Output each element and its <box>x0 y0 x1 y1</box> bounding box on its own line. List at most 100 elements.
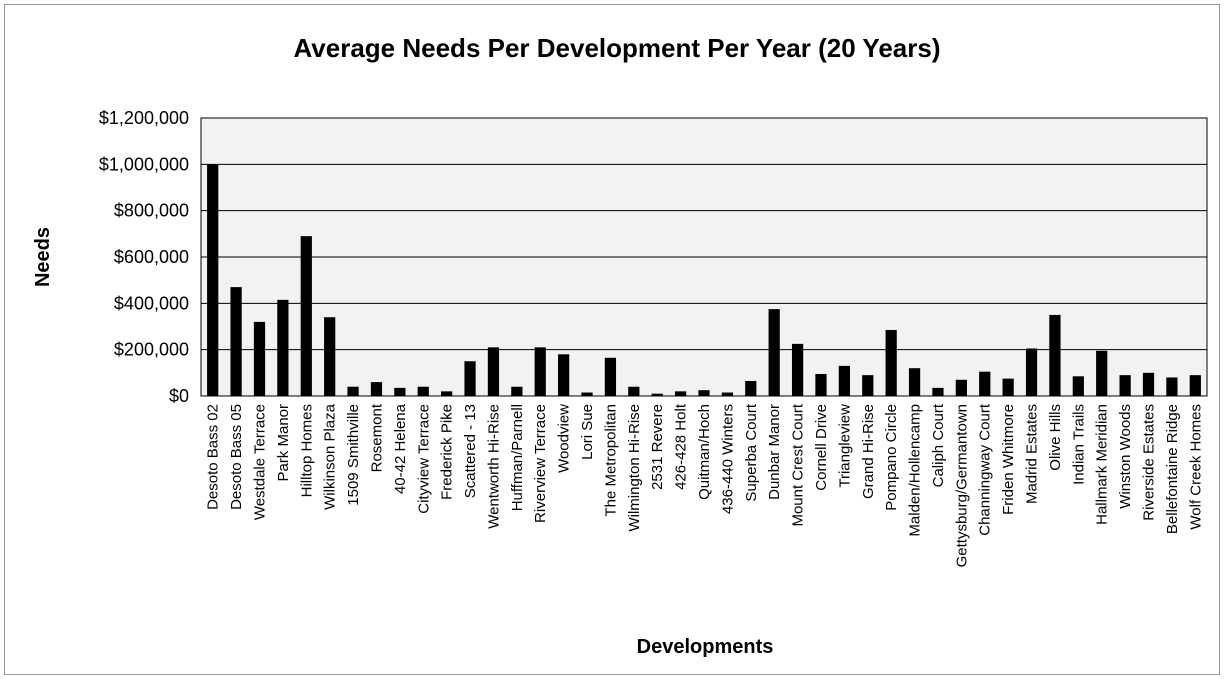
bar <box>1189 375 1201 396</box>
bar <box>768 309 780 396</box>
x-tick-label: 1509 Smithville <box>345 404 362 506</box>
bar <box>370 382 383 396</box>
bar <box>347 386 359 396</box>
x-tick-label: Westdale Terrace <box>251 404 268 520</box>
x-tick-label: Frederick Pike <box>439 404 456 500</box>
bar <box>511 386 523 396</box>
x-tick-label: Scattered - 13 <box>462 404 479 498</box>
x-tick-label: Wilmington Hi-Rise <box>626 404 643 532</box>
bar <box>324 317 336 396</box>
x-tick-label: Woodview <box>556 404 573 473</box>
chart-title: Average Needs Per Development Per Year (… <box>293 33 940 63</box>
y-tick-label: $0 <box>169 386 189 406</box>
bar <box>815 373 827 396</box>
x-tick-label: Cityview Terrace <box>415 404 432 514</box>
bar-chart: Average Needs Per Development Per Year (… <box>32 33 1208 658</box>
x-tick-label: Cornell Drive <box>813 404 830 491</box>
bar <box>791 343 804 396</box>
x-tick-label: Triangleview <box>836 404 853 488</box>
gridlines <box>201 163 1207 351</box>
bar <box>698 390 710 396</box>
x-tick-label: Dunbar Manor <box>766 404 783 500</box>
bar <box>253 321 266 396</box>
bar <box>628 386 640 396</box>
x-tick-label: Pompano Circle <box>883 404 900 511</box>
y-tick-label: $600,000 <box>114 247 189 267</box>
y-tick-label: $400,000 <box>114 293 189 313</box>
bar <box>300 236 312 396</box>
x-tick-label: Gettysburg/Germantown <box>953 404 970 567</box>
x-tick-label: Channingway Court <box>977 403 994 536</box>
x-tick-label: Lori Sue <box>579 404 596 460</box>
y-axis-label: Needs <box>32 227 54 287</box>
y-tick-label: $200,000 <box>114 340 189 360</box>
bar <box>1072 376 1084 396</box>
bar <box>674 391 687 396</box>
bar <box>581 392 593 396</box>
x-tick-label: Quitman/Hoch <box>696 404 713 500</box>
x-tick-label: 426-428 Holt <box>673 403 690 490</box>
x-axis-ticks: Desoto Bass 02 Desoto Bass 05 Westdale Ter… <box>205 403 1205 567</box>
x-tick-label: Indian Trails <box>1070 404 1087 485</box>
bars <box>207 164 1201 396</box>
bar <box>1002 378 1014 396</box>
bar <box>1025 348 1038 396</box>
bar <box>908 368 921 396</box>
x-tick-label: Wolf Creek Homes <box>1187 404 1204 530</box>
x-tick-label: Friden Whitmore <box>1000 404 1017 515</box>
x-tick-label: Desoto Bass 05 <box>228 404 245 510</box>
y-axis-ticks: $0 $200,000 $400,000 $600,000 $800,000 $1,000… <box>99 108 189 406</box>
bar <box>1119 375 1131 396</box>
x-tick-label: Rosemont <box>368 403 385 472</box>
x-tick-label: Malden/Hollencamp <box>907 404 924 537</box>
bar <box>534 347 546 396</box>
bar <box>441 391 453 396</box>
bar <box>651 393 663 396</box>
bar <box>1049 314 1061 396</box>
bar <box>1166 377 1178 396</box>
bar <box>1096 350 1108 396</box>
x-tick-label: Hilltop Homes <box>298 404 315 497</box>
bar <box>277 299 289 396</box>
bar <box>604 357 617 396</box>
bar <box>487 347 500 396</box>
bar <box>721 392 734 396</box>
bar <box>464 361 476 396</box>
x-tick-label: Park Manor <box>275 404 292 482</box>
bar <box>745 380 757 396</box>
bar <box>1142 372 1155 396</box>
x-tick-label: Superba Court <box>743 403 760 501</box>
x-tick-label: Riverview Terrace <box>532 404 549 523</box>
bar <box>558 354 570 396</box>
x-tick-label: Mount Crest Court <box>790 403 807 526</box>
x-tick-label: 436-440 Winters <box>719 404 736 514</box>
bar <box>417 386 429 396</box>
x-tick-label: Hallmark Meridian <box>1094 404 1111 525</box>
y-tick-label: $1,000,000 <box>99 154 189 174</box>
bar <box>979 371 991 396</box>
x-tick-label: Wilkinson Plaza <box>322 403 339 510</box>
x-tick-label: Bellefontaine Ridge <box>1164 404 1181 534</box>
x-tick-label: The Metropolitan <box>602 404 619 517</box>
bar <box>932 387 944 396</box>
x-tick-label: Olive Hills <box>1047 404 1064 471</box>
bar <box>885 329 897 396</box>
x-tick-label: Winston Woods <box>1117 404 1134 509</box>
bar <box>955 379 967 396</box>
chart-frame: Average Needs Per Development Per Year (… <box>4 4 1220 675</box>
x-tick-label: Riverside Estates <box>1141 404 1158 521</box>
bar <box>230 287 242 396</box>
x-axis-label: Developments <box>637 636 774 658</box>
bar <box>394 387 406 396</box>
x-tick-label: 40-42 Helena <box>392 403 409 494</box>
bar <box>838 365 850 396</box>
x-tick-label: Caliph Court <box>930 403 947 487</box>
y-tick-label: $800,000 <box>114 201 189 221</box>
x-tick-label: Desoto Bass 02 <box>205 404 222 510</box>
x-tick-label: Grand Hi-Rise <box>860 404 877 499</box>
x-tick-label: Wentworth Hi-Rise <box>485 404 502 529</box>
x-tick-label: 2531 Revere <box>649 404 666 490</box>
bar <box>862 375 874 396</box>
y-tick-label: $1,200,000 <box>99 108 189 128</box>
bar <box>207 164 219 396</box>
